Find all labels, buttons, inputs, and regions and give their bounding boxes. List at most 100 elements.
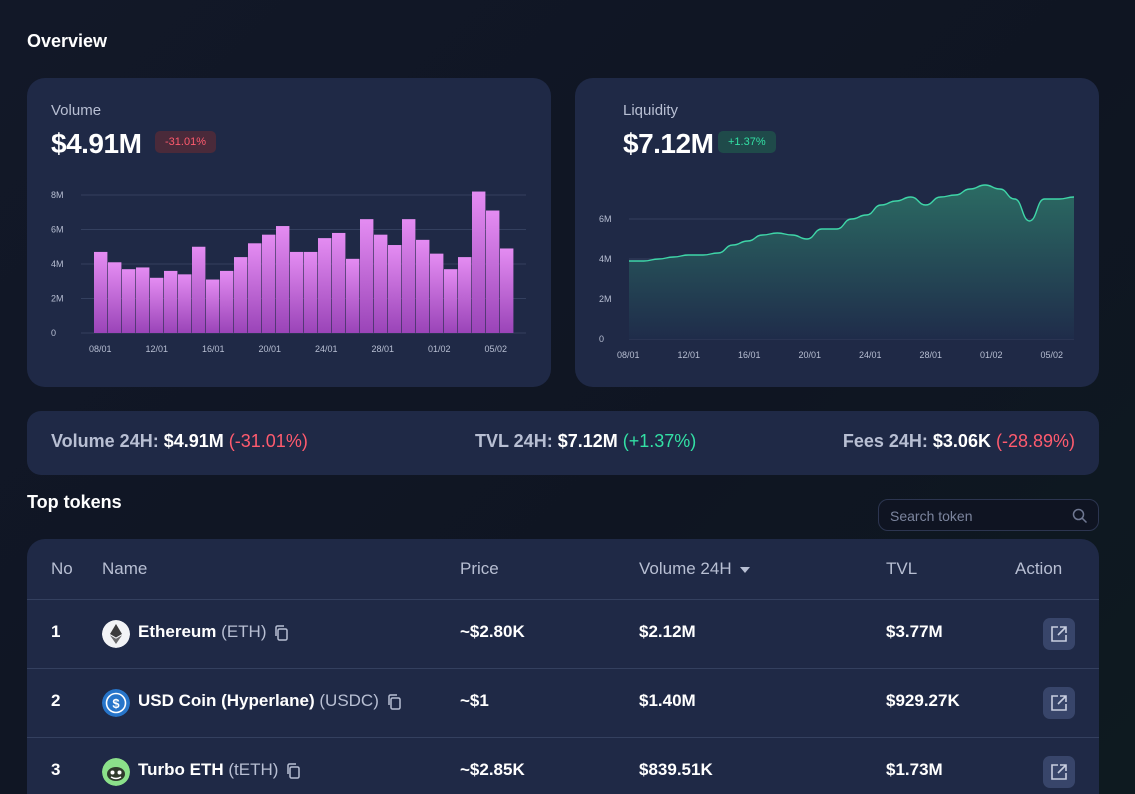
header-price: Price [460,559,499,578]
token-tvl: $1.73M [886,760,943,779]
x-tick-label: 20/01 [799,350,822,360]
search-input[interactable] [890,506,1070,526]
overview-title: Overview [27,31,108,51]
liquidity-change-badge: +1.37% [718,131,776,153]
y-tick-label: 6M [51,225,64,235]
token-name: USD Coin (Hyperlane) [138,691,315,710]
header-volume-sort[interactable]: Volume 24H [639,559,751,579]
header-action: Action [1015,559,1063,578]
y-tick-label: 0 [51,328,56,338]
volume-bar [304,251,318,333]
token-volume: $1.40M [639,691,696,710]
volume-bar [416,239,430,333]
volume-bar [374,234,388,333]
volume-bar [276,226,290,333]
x-tick-label: 01/02 [428,344,451,354]
x-tick-label: 28/01 [372,344,395,354]
external-link-icon [1051,695,1067,711]
token-symbol: (USDC) [319,691,379,710]
y-tick-label: 2M [51,294,64,304]
volume-bar [360,219,374,333]
external-link-icon [1051,626,1067,642]
volume-bar [444,269,458,333]
token-tvl: $929.27K [886,691,960,710]
x-tick-label: 20/01 [259,344,282,354]
volume-bar [318,238,332,333]
x-tick-label: 12/01 [678,350,701,360]
volume-bar [206,279,220,333]
volume-bar [94,251,108,333]
search-box [878,499,1099,531]
x-tick-label: 16/01 [738,350,761,360]
stat-tvl-change: (+1.37%) [622,431,697,451]
volume-bar [472,191,486,333]
table-row[interactable]: 2 $ USD Coin (Hyperlane) (USDC) ~$1 $1.4… [27,668,1099,737]
volume-bar-chart: 0 2M 4M 6M 8M 08/01 12/01 16/01 20/01 24/01 28/01 0… [51,190,526,354]
token-price: ~$2.85K [460,760,525,779]
token-name-cell: Turbo ETH (tETH) [138,760,300,780]
token-volume: $839.51K [639,760,713,779]
token-name: Turbo ETH [138,760,224,779]
table-row[interactable]: 1 Ethereum (ETH) ~$2.80K $2.12M $3.77M [27,599,1099,668]
caret-down-icon [740,566,751,573]
copy-icon[interactable] [274,624,288,641]
volume-bar [122,269,136,333]
volume-bar [192,246,206,333]
volume-bar [178,274,192,333]
copy-icon[interactable] [387,693,401,710]
volume-bar [108,262,122,333]
x-tick-label: 08/01 [89,344,112,354]
token-volume: $2.12M [639,622,696,641]
table-row[interactable]: 3 Turbo ETH (tETH) ~$2.85K $839.51K $1.7… [27,737,1099,794]
x-tick-label: 28/01 [920,350,943,360]
token-name-cell: Ethereum (ETH) [138,622,288,642]
volume-bar [164,270,178,333]
y-tick-label: 0 [599,334,604,344]
stat-tvl: TVL 24H: $7.12M (+1.37%) [475,431,696,452]
token-name: Ethereum [138,622,217,641]
open-external-button[interactable] [1043,687,1075,719]
stat-tvl-value: $7.12M [557,431,618,451]
volume-card: Volume $4.91M -31.01% 0 2M 4M 6M 8M 08/01 12/0… [27,78,551,387]
x-tick-label: 08/01 [617,350,640,360]
y-tick-label: 8M [51,190,64,200]
volume-bar [402,219,416,333]
token-price: ~$2.80K [460,622,525,641]
x-tick-label: 05/02 [1041,350,1064,360]
token-symbol: (tETH) [228,760,279,779]
volume-bar [430,253,444,333]
header-volume-label: Volume 24H [639,559,732,578]
volume-bar [346,258,360,333]
volume-bar [136,267,150,333]
stat-volume: Volume 24H: $4.91M (-31.01%) [51,431,308,452]
copy-icon[interactable] [286,762,300,779]
header-name: Name [102,559,148,578]
y-tick-label: 2M [599,294,612,304]
volume-bar [458,257,472,333]
volume-bar [150,277,164,333]
token-tvl: $3.77M [886,622,943,641]
volume-bar [220,270,234,333]
volume-bar [262,234,276,333]
volume-bar [332,232,346,333]
volume-bar [388,245,402,333]
y-tick-label: 4M [51,259,64,269]
header-no: No [51,559,73,578]
liquidity-value: $7.12M [623,128,714,159]
top-tokens-title: Top tokens [27,492,122,512]
liquidity-card: Liquidity $7.12M +1.37% 0 2M 4M 6M 08/01 12/0… [575,78,1099,387]
open-external-button[interactable] [1043,618,1075,650]
volume-bar [290,251,304,333]
ethereum-icon [102,620,130,648]
token-symbol: (ETH) [221,622,267,641]
stats-bar: Volume 24H: $4.91M (-31.01%) TVL 24H: $7… [27,411,1099,475]
stat-volume-value: $4.91M [163,431,224,451]
search-icon[interactable] [1072,508,1088,524]
svg-text:$: $ [112,696,120,711]
x-tick-label: 01/02 [980,350,1003,360]
token-price: ~$1 [460,691,489,710]
open-external-button[interactable] [1043,756,1075,788]
y-tick-label: 4M [599,254,612,264]
volume-value: $4.91M [51,128,142,159]
token-name-cell: USD Coin (Hyperlane) (USDC) [138,691,401,711]
